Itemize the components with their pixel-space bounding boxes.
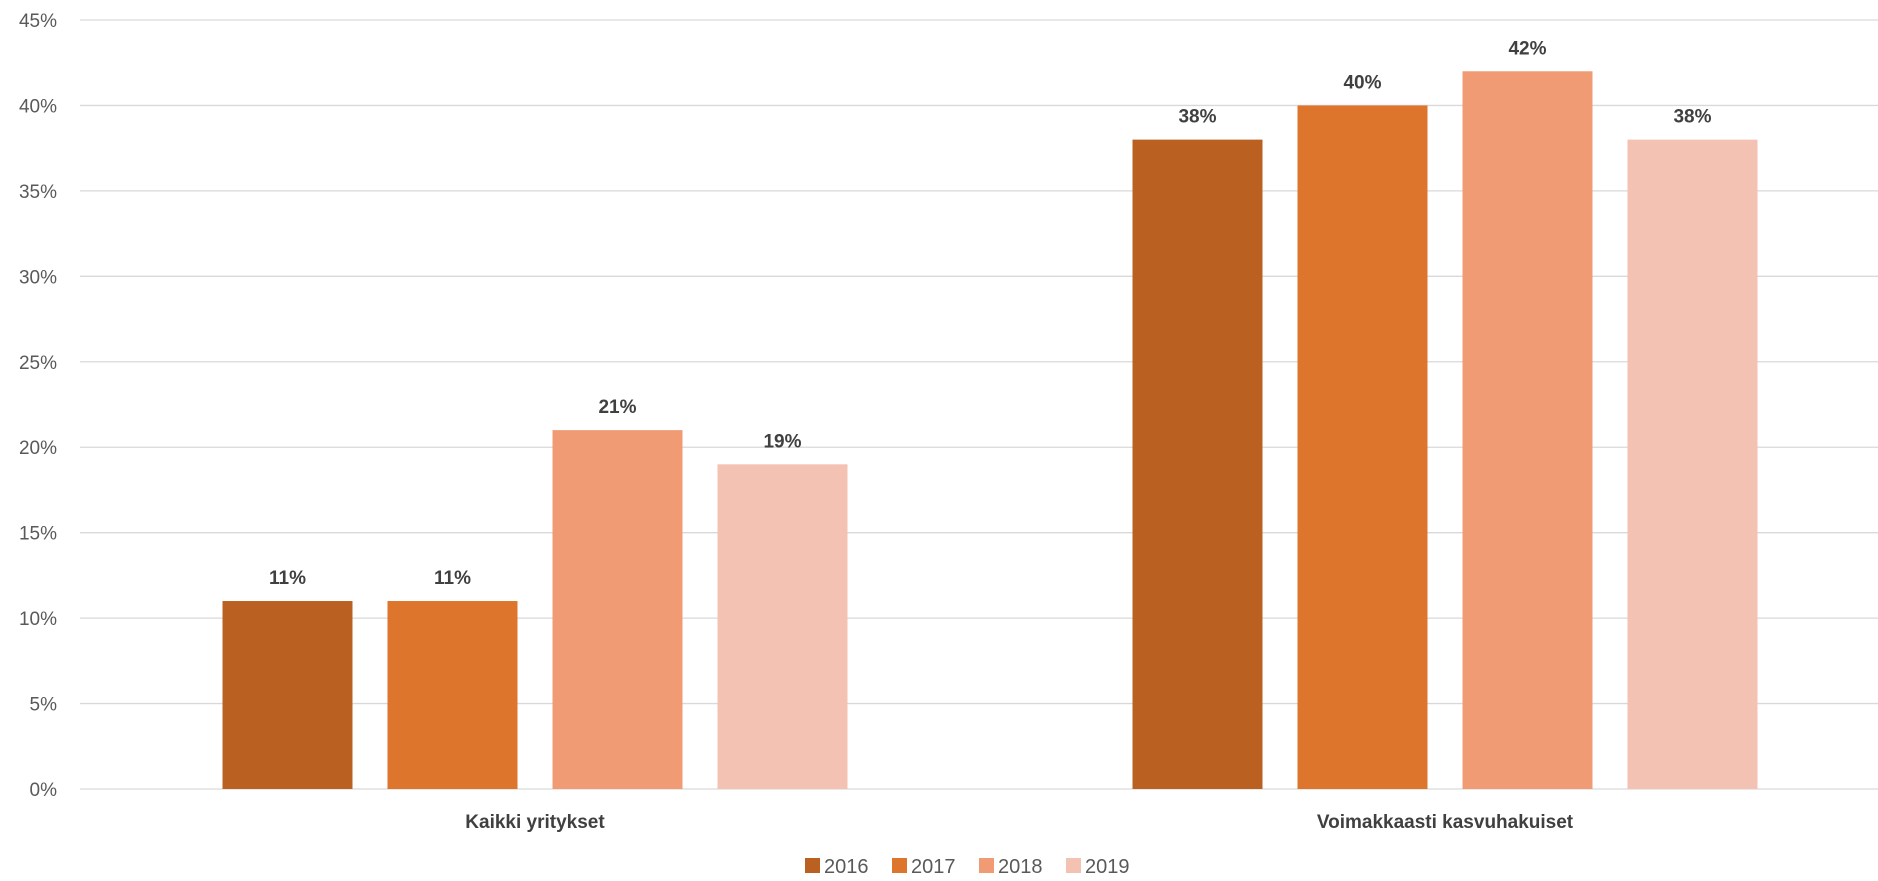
- legend-label: 2019: [1085, 856, 1130, 878]
- bar-2017-1: [387, 601, 518, 789]
- y-tick-label: 5%: [30, 695, 58, 716]
- data-label: 38%: [1178, 107, 1216, 128]
- data-label: 21%: [598, 397, 636, 418]
- bar-2017-2: [1297, 105, 1428, 789]
- gridlines: [80, 19, 1878, 790]
- data-label: 42%: [1508, 38, 1546, 59]
- y-tick-label: 15%: [19, 524, 57, 545]
- bar-2016-1: [222, 601, 353, 789]
- legend-label: 2017: [911, 856, 956, 878]
- data-label: 19%: [763, 431, 801, 452]
- bar-2019-2: [1627, 139, 1758, 790]
- bars: [222, 71, 1758, 790]
- category-label: Voimakkaasti kasvuhakuiset: [1317, 812, 1574, 833]
- bar-2019-1: [717, 464, 848, 789]
- data-label: 40%: [1343, 72, 1381, 93]
- y-tick-label: 30%: [19, 267, 57, 288]
- data-label: 11%: [434, 568, 471, 589]
- data-label: 11%: [269, 568, 306, 589]
- data-label: 38%: [1673, 107, 1711, 128]
- y-tick-label: 25%: [19, 353, 57, 374]
- x-axis-categories: Kaikki yritykset Voimakkaasti kasvuhakuis…: [465, 812, 1574, 833]
- category-label: Kaikki yritykset: [465, 812, 605, 833]
- legend-swatch: [1066, 858, 1081, 873]
- data-labels: 11% 38% 11% 40% 21% 42% 19% 38%: [269, 38, 1712, 589]
- y-axis-ticks: 0% 5% 10% 15% 20% 25% 30% 35% 40% 45%: [19, 11, 57, 801]
- y-tick-label: 45%: [19, 11, 57, 32]
- legend-label: 2016: [824, 856, 869, 878]
- bar-2018-1: [552, 430, 683, 789]
- y-tick-label: 0%: [30, 780, 58, 801]
- legend-swatch: [979, 858, 994, 873]
- y-tick-label: 10%: [19, 609, 57, 630]
- y-tick-label: 35%: [19, 182, 57, 203]
- y-tick-label: 20%: [19, 438, 57, 459]
- legend: 2016 2017 2018 2019: [805, 856, 1130, 878]
- bar-2018-2: [1462, 71, 1593, 790]
- bar-2016-2: [1132, 139, 1263, 790]
- legend-label: 2018: [998, 856, 1043, 878]
- legend-swatch: [805, 858, 820, 873]
- y-tick-label: 40%: [19, 96, 57, 117]
- legend-swatch: [892, 858, 907, 873]
